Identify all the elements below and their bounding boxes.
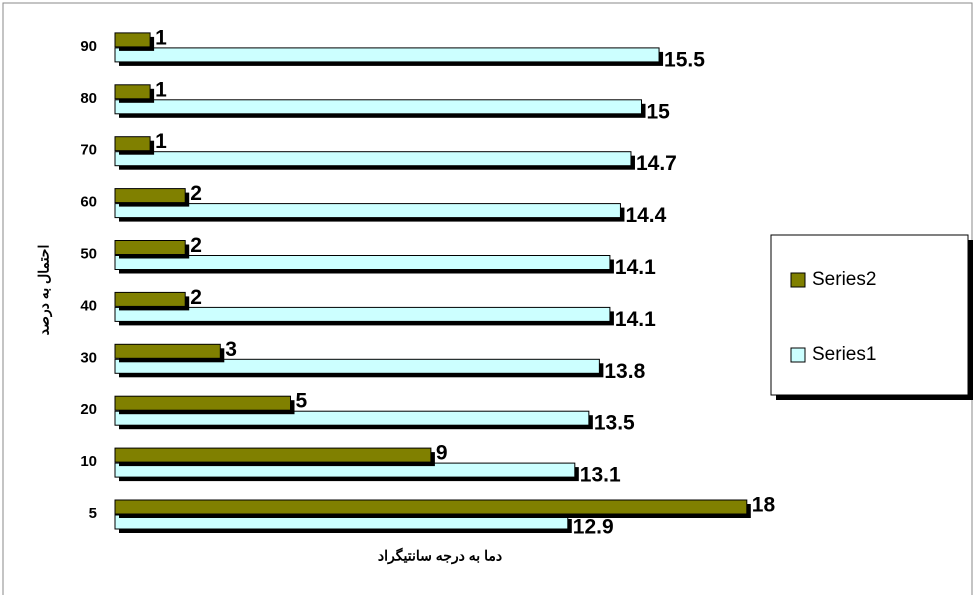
- data-label: 14.4: [625, 204, 666, 227]
- data-label: 2: [190, 234, 202, 257]
- bar: [114, 410, 590, 426]
- y-tick-label: 80: [80, 90, 97, 107]
- data-label: 2: [190, 286, 202, 309]
- y-tick-label: 10: [80, 453, 97, 470]
- y-tick-label: 30: [80, 349, 97, 366]
- bar: [114, 32, 151, 48]
- legend: [770, 234, 969, 396]
- bar: [114, 306, 611, 322]
- bar: [114, 358, 600, 374]
- y-tick-label: 90: [80, 38, 97, 55]
- bar: [114, 136, 151, 152]
- y-tick-label: 60: [80, 194, 97, 211]
- x-axis-title: دما به درجه سانتیگراد: [378, 548, 502, 565]
- bar: [114, 203, 621, 219]
- legend-label: Series1: [812, 344, 876, 365]
- y-tick-label: 20: [80, 401, 97, 418]
- data-label: 13.8: [604, 360, 645, 383]
- y-tick-label: 70: [80, 142, 97, 159]
- data-label: 14.1: [615, 308, 656, 331]
- y-tick-label: 40: [80, 297, 97, 314]
- bar: [114, 99, 642, 115]
- bar: [114, 151, 632, 167]
- data-label: 12.9: [573, 516, 614, 539]
- bar: [114, 291, 186, 307]
- data-label: 13.5: [594, 412, 635, 435]
- legend-swatch: [790, 272, 806, 288]
- data-label: 18: [752, 494, 776, 517]
- bar: [114, 499, 748, 515]
- legend-swatch: [790, 347, 806, 363]
- legend-label: Series2: [812, 269, 876, 290]
- data-label: 1: [155, 26, 167, 49]
- data-label: 1: [155, 78, 167, 101]
- data-label: 14.1: [615, 256, 656, 279]
- bar: [114, 188, 186, 204]
- bar: [114, 255, 611, 270]
- data-label: 9: [436, 442, 448, 465]
- data-label: 1: [155, 130, 167, 153]
- bar: [114, 343, 221, 359]
- data-label: 15: [647, 100, 671, 123]
- data-label: 14.7: [636, 152, 677, 175]
- y-tick-label: 5: [89, 505, 97, 522]
- data-label: 15.5: [664, 48, 705, 71]
- data-label: 2: [190, 182, 202, 205]
- y-axis-title: احتمال به درصد: [36, 245, 53, 336]
- bar: [114, 240, 186, 255]
- data-label: 5: [296, 390, 308, 413]
- bar: [114, 395, 291, 411]
- bar: [114, 447, 432, 463]
- bar: [114, 47, 660, 63]
- bar: [114, 84, 151, 100]
- y-tick-label: 50: [80, 245, 97, 262]
- data-label: 3: [225, 338, 237, 361]
- data-label: 13.1: [580, 464, 621, 487]
